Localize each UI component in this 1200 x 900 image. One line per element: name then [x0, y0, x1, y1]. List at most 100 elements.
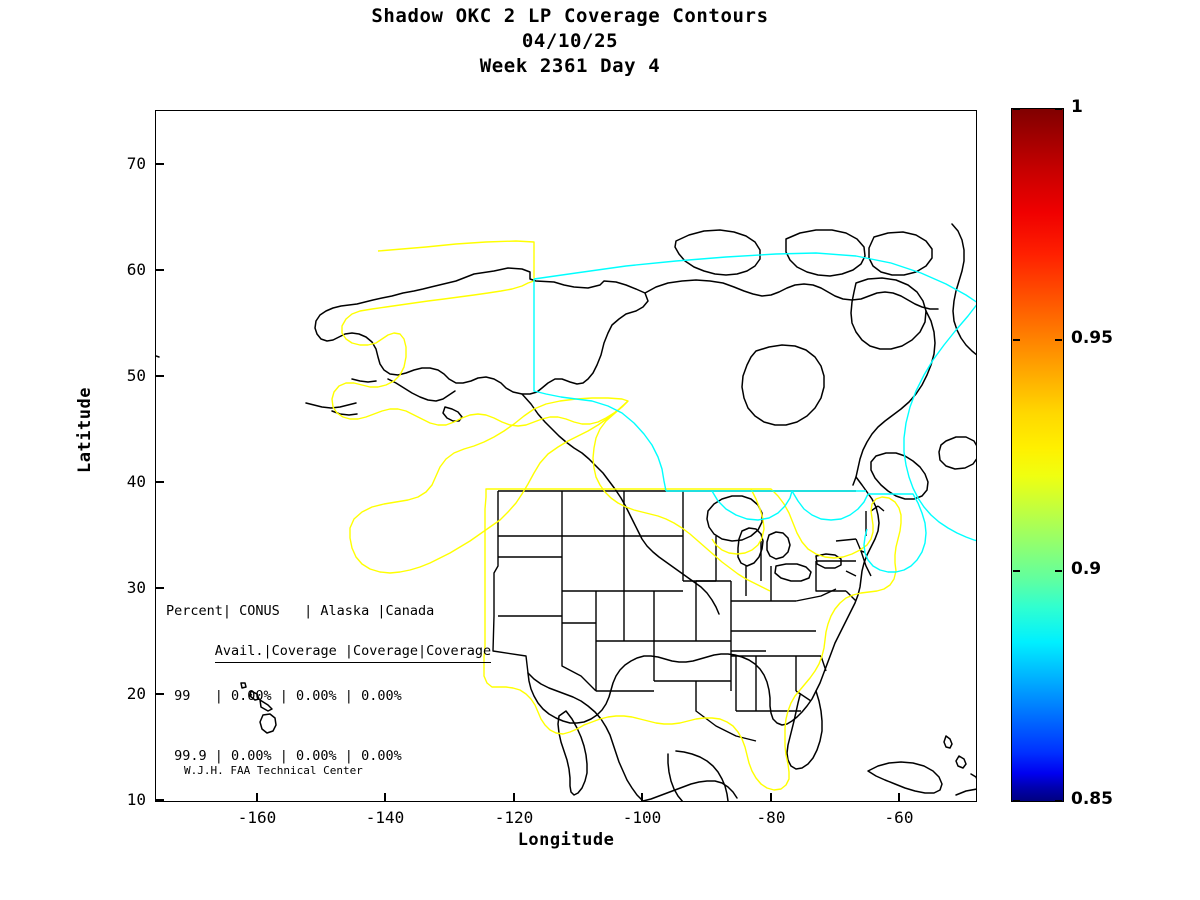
canada-boundary-west — [533, 279, 667, 492]
ytick-mark — [155, 269, 164, 271]
canada-ne-notch — [863, 493, 927, 573]
colorbar-tick — [1012, 800, 1020, 802]
xtick-mark — [256, 793, 258, 802]
xtick-mark — [384, 793, 386, 802]
colorbar: 1 0.95 0.9 0.85 — [1011, 97, 1113, 809]
conus-great-lakes-notch — [711, 488, 765, 555]
ytick-mark — [155, 587, 164, 589]
state-border-west-coast-inner — [492, 491, 529, 674]
arctic-coast — [644, 279, 939, 310]
stats-data-row: 99 | 0.00% | 0.00% | 0.00% — [166, 688, 402, 704]
bahamas-1 — [943, 735, 953, 749]
map-plot-area: Percent| CONUS | Alaska |Canada Avail.|C… — [155, 110, 977, 802]
hudson-bay — [741, 344, 825, 426]
colorbar-label: 0.95 — [1071, 328, 1113, 348]
canada-gl-notch-1 — [711, 490, 793, 521]
nova-scotia — [870, 452, 929, 500]
baffin-island-north — [785, 229, 866, 277]
xtick-label: -120 — [494, 808, 534, 827]
alaska-boundary-se — [592, 400, 771, 592]
labrador-coast — [852, 310, 936, 486]
yucatan-west — [667, 753, 684, 801]
lake-ontario — [815, 553, 842, 569]
greenland-coast — [951, 223, 976, 356]
hawaii-oahu — [249, 690, 260, 701]
lake-superior — [706, 495, 763, 542]
colorbar-tick — [1055, 800, 1062, 802]
bahamas-3 — [970, 773, 976, 780]
ytick-mark — [155, 375, 164, 377]
title-line-2: 04/10/25 — [521, 30, 619, 52]
mexico-west-coast — [527, 672, 644, 801]
border-az-mexico — [561, 623, 597, 692]
colorbar-tick — [1055, 108, 1062, 110]
conus-boundary — [483, 488, 902, 791]
bahamas-2 — [955, 755, 967, 769]
us-state-borders-group — [492, 490, 885, 742]
ytick-mark — [155, 481, 164, 483]
border-tx-la — [695, 681, 757, 742]
alaska-boundary-north — [331, 240, 629, 427]
y-axis-title: Latitude — [75, 387, 95, 473]
xtick-mark — [641, 793, 643, 802]
colorbar-tick — [1055, 570, 1062, 572]
aleutian-chain-1 — [305, 402, 357, 409]
xtick-mark — [770, 793, 772, 802]
x-axis-title: Longitude — [517, 830, 615, 850]
colorbar-label: 0.9 — [1071, 559, 1102, 579]
alaska-boundary-south — [349, 397, 629, 574]
colorbar-label: 1 — [1071, 97, 1083, 117]
ytick-label: 10 — [126, 790, 146, 809]
ellesmere-island — [868, 231, 933, 276]
alaska-peninsula — [387, 378, 456, 402]
alaska-coast — [314, 267, 649, 395]
border-nc-sc — [820, 655, 827, 672]
baja-california — [557, 710, 588, 796]
colorbar-tick — [1055, 339, 1062, 341]
ytick-label: 50 — [126, 366, 146, 385]
chart-title-block: Shadow OKC 2 LP Coverage Contours 04/10/… — [0, 4, 1140, 79]
colorbar-tick — [1012, 570, 1020, 572]
credit-line-1: W.J.H. FAA Technical Center — [184, 764, 363, 777]
stats-header-row-1: Percent| CONUS | Alaska |Canada — [166, 603, 435, 619]
ytick-mark — [155, 799, 164, 801]
canada-boundary-north — [533, 252, 976, 303]
ytick-label: 40 — [126, 472, 146, 491]
xtick-label: -140 — [365, 808, 405, 827]
us-east-gulf-coast — [527, 476, 880, 726]
border-vt-nh — [870, 505, 879, 512]
hispaniola — [974, 797, 977, 802]
coverage-stats-table: Percent| CONUS | Alaska |Canada Avail.|C… — [166, 561, 492, 801]
canada-boundary-east — [903, 304, 976, 542]
ytick-label: 60 — [126, 260, 146, 279]
ytick-label: 70 — [126, 154, 146, 173]
xtick-label: -100 — [622, 808, 662, 827]
xtick-label: -160 — [237, 808, 277, 827]
xtick-mark — [513, 793, 515, 802]
jamaica-area — [955, 788, 976, 796]
stats-data-row: 99.9 | 0.00% | 0.00% | 0.00% — [166, 748, 402, 764]
newfoundland — [938, 436, 976, 470]
ytick-label: 30 — [126, 578, 146, 597]
border-ny-east — [855, 538, 872, 577]
pacific-dot — [156, 355, 160, 358]
border-nj-pa — [845, 570, 857, 577]
kodiak-island — [442, 406, 463, 422]
canada-boundary-group — [533, 252, 976, 573]
colorbar-gradient — [1011, 108, 1064, 802]
colorbar-label: 0.85 — [1071, 789, 1113, 809]
cuba — [867, 761, 943, 794]
xtick-mark — [898, 793, 900, 802]
baffin-island — [850, 277, 927, 350]
credit-block: W.J.H. FAA Technical Center WAAS Test Te… — [184, 736, 363, 801]
stats-header-row-2: Avail.|Coverage |Coverage|Coverage — [214, 641, 492, 663]
hawaii-maui — [259, 699, 273, 712]
colorbar-tick — [1012, 339, 1020, 341]
aleutian-chain-3 — [351, 378, 377, 383]
lake-huron — [766, 531, 791, 560]
border-pa-md — [815, 561, 846, 592]
xtick-label: -60 — [884, 808, 914, 827]
ytick-mark — [155, 163, 164, 165]
ytick-label: 20 — [126, 684, 146, 703]
border-ny-north — [835, 538, 857, 542]
